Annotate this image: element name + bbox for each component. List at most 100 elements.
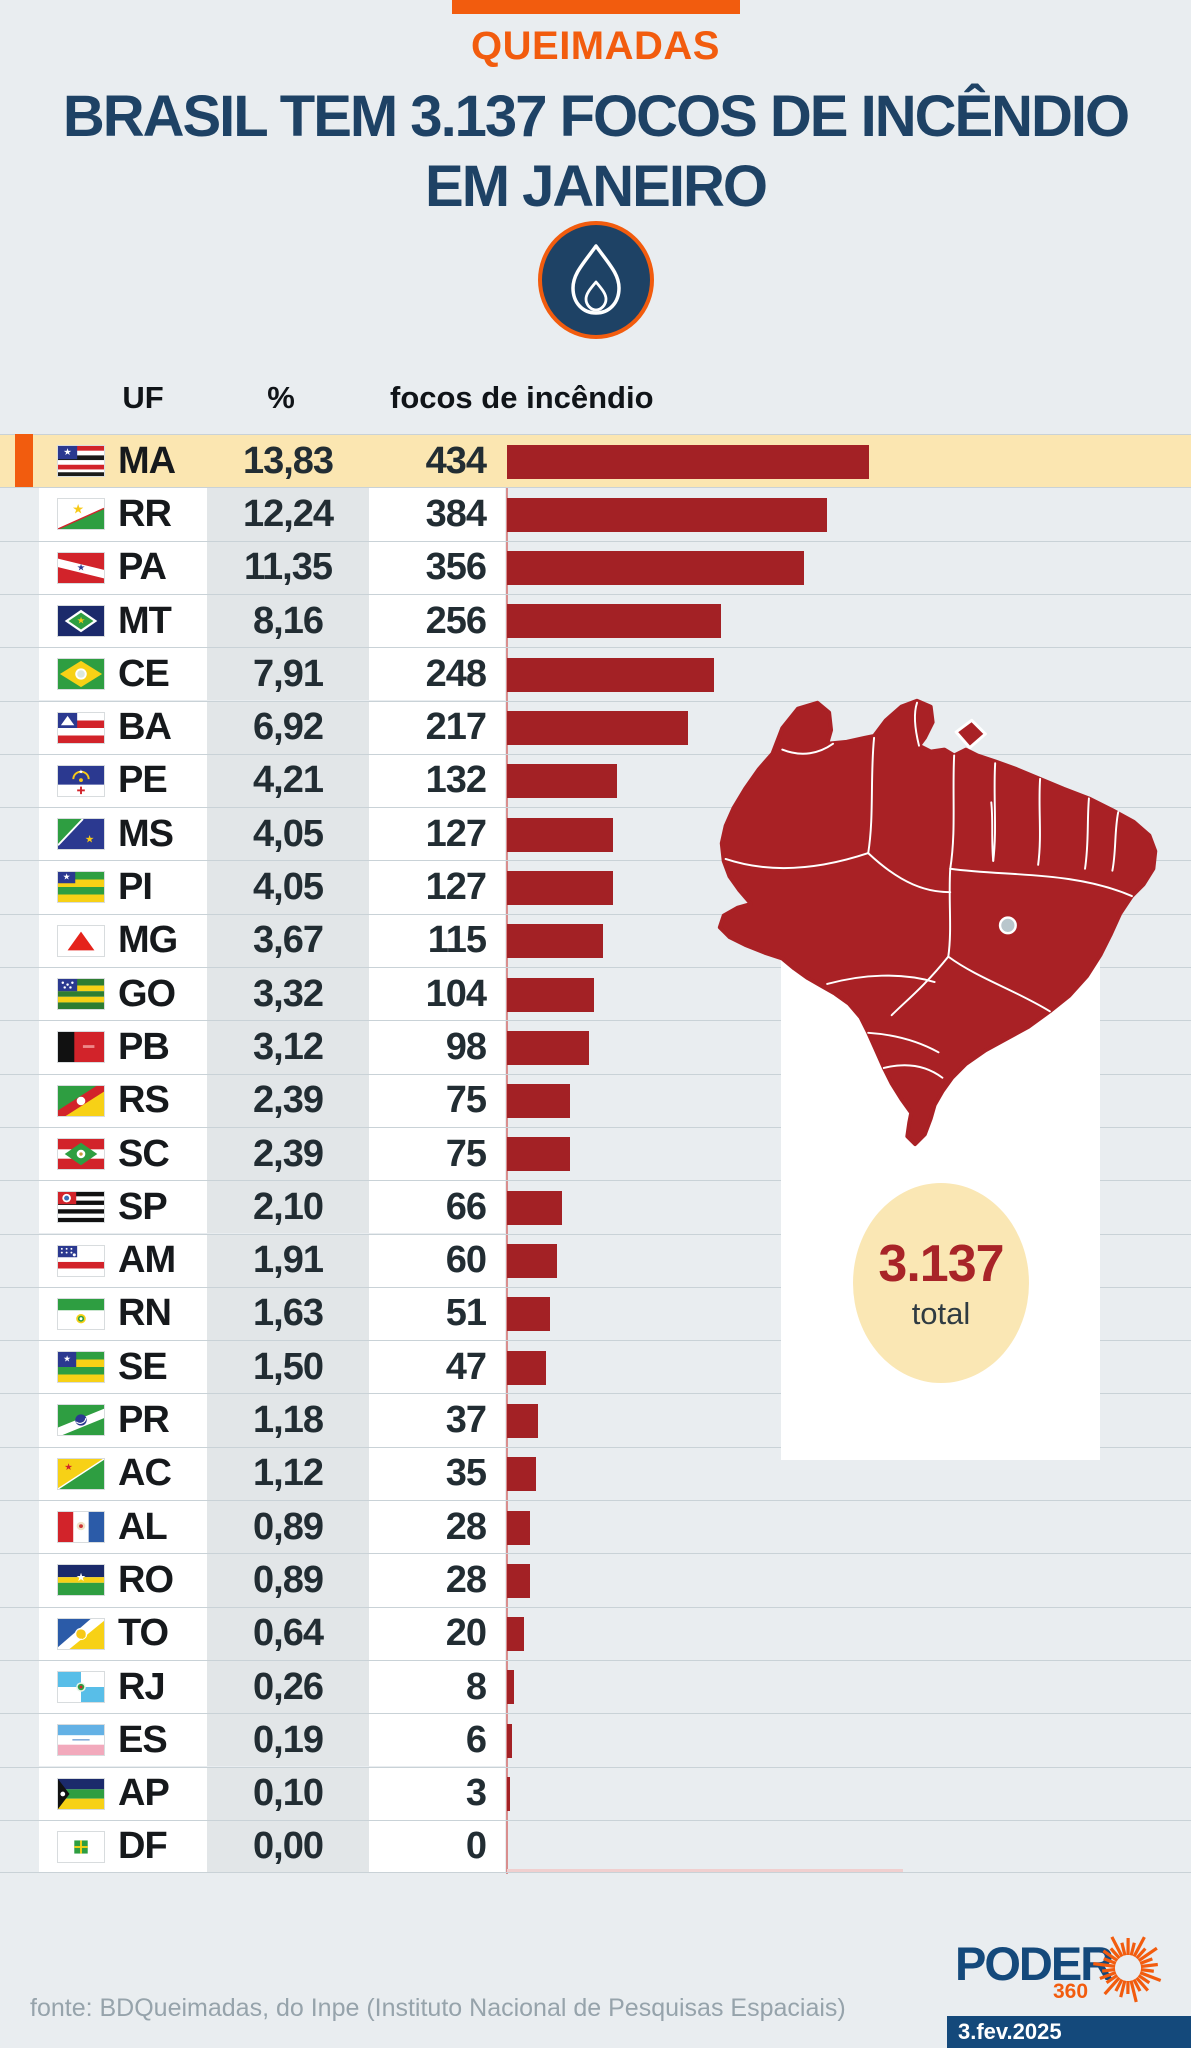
uf-label: RO xyxy=(118,1558,174,1601)
flag-PB-icon xyxy=(57,1031,105,1064)
uf-label: MA xyxy=(118,439,176,482)
highlight-accent xyxy=(15,434,33,488)
table-row: ★ PE 4,21 132 xyxy=(0,753,1191,808)
flag-SE-icon: ★ xyxy=(57,1351,105,1384)
table-row: SP 2,10 66 xyxy=(0,1180,1191,1234)
focos-value: 434 xyxy=(425,439,487,482)
flag-PI-icon: ★ xyxy=(57,871,105,904)
column-header-focos: focos de incêndio xyxy=(390,380,654,415)
cell-bg-pct xyxy=(207,1607,369,1660)
pct-value: 0,00 xyxy=(253,1824,324,1867)
cell-bg-focos xyxy=(369,541,505,594)
bar xyxy=(507,1350,546,1385)
focos-value: 115 xyxy=(427,919,487,962)
uf-label: SE xyxy=(118,1345,168,1388)
flag-MS-icon: ★ xyxy=(57,818,105,851)
cell-bg-pct xyxy=(207,861,369,914)
table-row: ★ RR 12,24 384 xyxy=(0,487,1191,541)
uf-label: RR xyxy=(118,492,172,535)
svg-text:★: ★ xyxy=(77,615,86,626)
uf-label: AM xyxy=(118,1239,176,1282)
cell-bg-pct xyxy=(207,1127,369,1181)
focos-value: 132 xyxy=(425,759,487,802)
svg-text:★: ★ xyxy=(78,768,83,775)
cell-bg-focos xyxy=(369,1341,505,1394)
bar xyxy=(507,711,688,745)
bar xyxy=(507,1563,530,1598)
brazil-silhouette xyxy=(717,698,1158,1147)
uf-label: SP xyxy=(118,1185,168,1228)
focos-value: 51 xyxy=(445,1292,487,1335)
focos-value: 127 xyxy=(425,866,487,909)
table-row: BA 6,92 217 xyxy=(0,700,1191,754)
bar xyxy=(507,1030,589,1065)
pct-value: 2,10 xyxy=(253,1185,324,1228)
table-row: ES 0,19 6 xyxy=(0,1713,1191,1767)
pct-value: 0,64 xyxy=(253,1612,324,1655)
bar xyxy=(507,1510,530,1545)
bar xyxy=(507,1190,562,1225)
cell-bg-focos xyxy=(369,648,505,701)
cell-bg-focos xyxy=(369,594,505,648)
focos-value: 20 xyxy=(445,1612,487,1655)
cell-bg-focos xyxy=(369,1501,505,1554)
focos-value: 384 xyxy=(425,492,487,535)
flag-RN-icon xyxy=(57,1297,105,1330)
table-header: UF % focos de incêndio xyxy=(0,376,1191,420)
pct-value: 2,39 xyxy=(253,1132,324,1175)
uf-label: ES xyxy=(118,1718,168,1761)
cell-bg-focos xyxy=(369,808,505,861)
table-row: ★ PI 4,05 127 xyxy=(0,860,1191,914)
pct-value: 0,89 xyxy=(253,1505,324,1548)
flag-SC-icon xyxy=(57,1137,105,1170)
cell-bg-pct xyxy=(207,1181,369,1234)
bar xyxy=(507,924,603,959)
flag-TO-icon xyxy=(57,1617,105,1650)
bar xyxy=(507,1403,538,1438)
table-row: ★ SE 1,50 47 xyxy=(0,1340,1191,1394)
pct-value: 0,89 xyxy=(253,1558,324,1601)
flag-MT-icon: ★ xyxy=(57,604,105,637)
flag-MG-icon xyxy=(57,924,105,957)
cell-bg-pct xyxy=(207,968,369,1021)
focos-value: 75 xyxy=(445,1079,487,1122)
focos-value: 47 xyxy=(445,1345,487,1388)
bar xyxy=(507,551,804,586)
table-row: ★ RO 0,89 28 xyxy=(0,1553,1191,1607)
cell-bg-pct xyxy=(207,1234,369,1287)
flag-PR-icon xyxy=(57,1404,105,1437)
poder360-logo: PODER xyxy=(955,1937,1114,1990)
bar xyxy=(507,764,617,799)
flag-DF-icon xyxy=(57,1830,105,1863)
uf-label: RS xyxy=(118,1079,170,1122)
pct-value: 1,91 xyxy=(253,1239,324,1282)
focos-value: 37 xyxy=(445,1399,487,1442)
focos-value: 66 xyxy=(445,1185,487,1228)
pct-value: 3,67 xyxy=(253,919,324,962)
cell-bg-focos xyxy=(369,1714,505,1767)
uf-label: GO xyxy=(118,972,176,1015)
uf-label: SC xyxy=(118,1132,170,1175)
cell-bg-focos xyxy=(369,1021,505,1074)
cell-bg-pct xyxy=(207,1820,369,1873)
column-header-uf: UF xyxy=(122,380,164,415)
bar xyxy=(507,604,721,639)
cell-bg-pct xyxy=(207,701,369,754)
cell-bg-focos xyxy=(369,1394,505,1447)
focos-value: 35 xyxy=(445,1452,487,1495)
flag-ES-icon xyxy=(57,1724,105,1757)
focos-value: 0 xyxy=(465,1824,487,1867)
brazil-map xyxy=(710,690,1169,1150)
bar xyxy=(507,1084,570,1119)
state-borders xyxy=(724,701,1133,1079)
flag-PA-icon: ★ xyxy=(57,551,105,584)
table-row: ★ MS 4,05 127 xyxy=(0,807,1191,861)
uf-label: MS xyxy=(118,812,174,855)
uf-label: MG xyxy=(118,919,178,962)
table-row: TO 0,64 20 xyxy=(0,1606,1191,1660)
pct-value: 3,12 xyxy=(253,1025,324,1068)
starburst-icon xyxy=(1093,1936,1162,2003)
uf-label: CE xyxy=(118,652,170,695)
